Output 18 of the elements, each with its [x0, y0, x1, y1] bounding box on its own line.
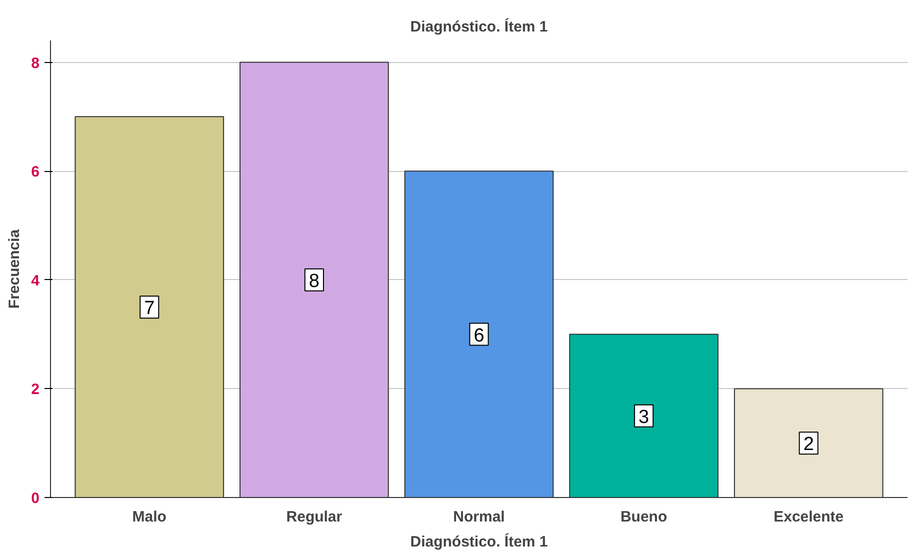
- x-tick-label: Excelente: [774, 508, 844, 526]
- x-axis-title: Diagnóstico. Ítem 1: [410, 532, 548, 550]
- x-tick-label: Normal: [453, 508, 505, 526]
- x-tick-label: Malo: [132, 508, 166, 526]
- y-tick-label: 6: [31, 164, 40, 181]
- data-label: 2: [803, 434, 814, 456]
- y-tick-label: 4: [31, 272, 40, 290]
- y-tick-label: 2: [31, 381, 40, 398]
- data-label: 8: [308, 270, 320, 292]
- y-tick-label: 0: [31, 490, 40, 507]
- y-tick-label: 8: [31, 54, 40, 72]
- data-label: 7: [144, 298, 155, 320]
- y-axis-title: Frecuencia: [6, 228, 24, 309]
- data-label: 6: [474, 325, 484, 346]
- data-label: 3: [638, 406, 650, 428]
- chart-title: Diagnóstico. Ítem 1: [410, 18, 548, 36]
- x-tick-label: Bueno: [620, 508, 668, 526]
- x-tick-label: Regular: [286, 508, 342, 526]
